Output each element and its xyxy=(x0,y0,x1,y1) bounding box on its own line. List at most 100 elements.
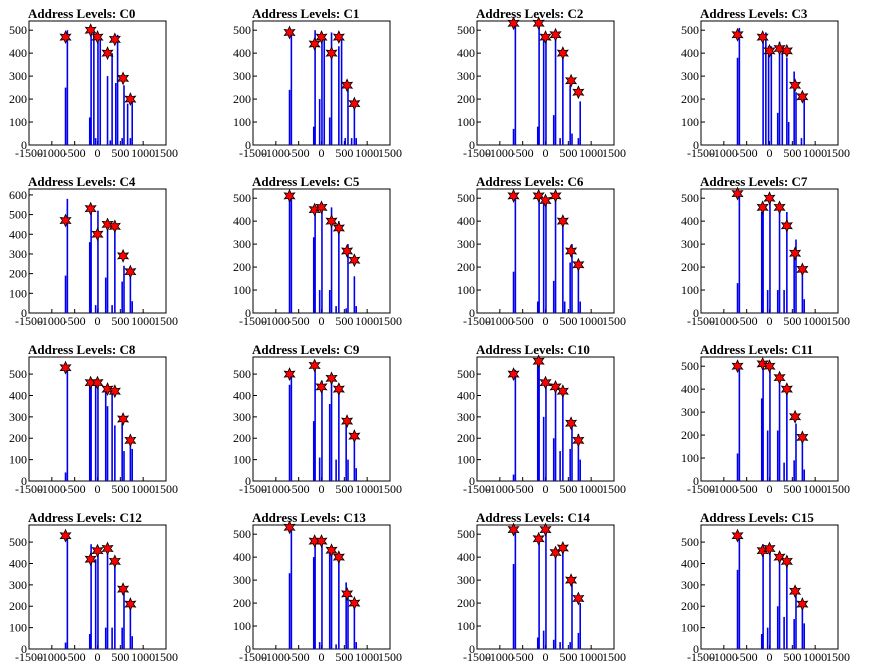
chart-title: Address Levels: C6 xyxy=(476,174,584,189)
peak-marker xyxy=(341,586,354,601)
peak-marker xyxy=(556,46,569,61)
y-tick-label: 100 xyxy=(233,453,251,467)
y-tick-label: 200 xyxy=(457,431,475,445)
chart-title: Address Levels: C12 xyxy=(28,510,142,525)
peak-marker xyxy=(539,375,552,390)
x-tick-label: 1000 xyxy=(355,146,379,160)
peak-marker xyxy=(556,384,569,399)
x-tick-label: -500 xyxy=(64,650,86,664)
chart-title: Address Levels: C7 xyxy=(700,174,808,189)
y-tick-label: 300 xyxy=(233,410,251,424)
x-tick-label: 1000 xyxy=(579,314,603,328)
peak-marker xyxy=(117,71,130,86)
peak-marker xyxy=(84,201,97,216)
x-tick-label: 0 xyxy=(319,314,325,328)
y-tick-label: 200 xyxy=(233,260,251,274)
peak-marker xyxy=(117,248,130,263)
peak-marker xyxy=(556,540,569,555)
x-tick-label: -500 xyxy=(512,650,534,664)
peak-marker xyxy=(789,584,802,599)
peak-marker xyxy=(332,30,345,45)
chart-title: Address Levels: C11 xyxy=(700,342,813,357)
peak-marker xyxy=(332,382,345,397)
x-tick-label: 1500 xyxy=(602,146,626,160)
chart-panel: Address Levels: C4 0 100 200 300 400 500 600 -15… xyxy=(9,174,178,328)
chart-title: Address Levels: C3 xyxy=(700,6,808,21)
x-tick-label: 500 xyxy=(111,650,129,664)
x-tick-label: 1500 xyxy=(826,482,850,496)
y-tick-label: 400 xyxy=(681,382,699,396)
y-tick-label: 200 xyxy=(681,92,699,106)
peak-marker xyxy=(341,244,354,258)
y-tick-label: 100 xyxy=(681,115,699,129)
chart-panel: Address Levels: C15 0 100 200 300 400 500 -1500… xyxy=(681,510,850,664)
y-tick-label: 0 xyxy=(469,642,475,656)
y-tick-label: 400 xyxy=(457,214,475,228)
y-tick-label: 200 xyxy=(9,92,27,106)
peak-marker xyxy=(332,221,345,236)
y-tick-label: 500 xyxy=(9,23,27,37)
peak-marker xyxy=(84,552,97,567)
peak-marker xyxy=(731,27,744,42)
peak-marker xyxy=(283,367,296,382)
x-tick-label: -1000 xyxy=(262,146,290,160)
x-tick-label: 1500 xyxy=(154,482,178,496)
chart-title: Address Levels: C2 xyxy=(476,6,583,21)
x-tick-label: -1000 xyxy=(262,314,290,328)
peak-marker xyxy=(731,186,744,201)
peak-marker xyxy=(101,46,114,61)
x-tick-label: 0 xyxy=(767,482,773,496)
y-tick-label: 0 xyxy=(693,642,699,656)
x-tick-label: 1500 xyxy=(378,650,402,664)
peak-marker xyxy=(756,30,769,45)
x-tick-label: -500 xyxy=(288,314,310,328)
peak-marker xyxy=(91,30,104,45)
peak-marker xyxy=(283,25,296,40)
y-tick-label: 100 xyxy=(681,283,699,297)
peak-marker xyxy=(565,244,578,258)
y-tick-label: 300 xyxy=(9,410,27,424)
peak-marker xyxy=(565,573,578,588)
y-tick-label: 300 xyxy=(457,573,475,587)
peak-marker xyxy=(773,41,786,56)
peak-marker xyxy=(572,591,585,606)
x-tick-label: -1500 xyxy=(463,482,491,496)
x-tick-label: 500 xyxy=(335,650,353,664)
y-tick-label: 0 xyxy=(21,474,27,488)
x-tick-label: 1000 xyxy=(803,482,827,496)
peak-marker xyxy=(59,528,72,543)
peak-marker xyxy=(325,214,338,229)
x-tick-label: 1000 xyxy=(131,650,155,664)
y-tick-label: 100 xyxy=(457,283,475,297)
x-tick-label: 0 xyxy=(767,314,773,328)
peak-marker xyxy=(59,360,72,375)
x-tick-label: -1500 xyxy=(463,650,491,664)
x-tick-label: -1500 xyxy=(687,650,715,664)
x-tick-label: 1500 xyxy=(154,314,178,328)
x-tick-label: 1500 xyxy=(378,146,402,160)
y-tick-label: 300 xyxy=(681,578,699,592)
y-tick-label: 300 xyxy=(233,573,251,587)
y-tick-label: 500 xyxy=(681,23,699,37)
x-tick-label: 500 xyxy=(335,146,353,160)
y-tick-label: 200 xyxy=(233,596,251,610)
x-tick-label: 1000 xyxy=(803,314,827,328)
y-tick-label: 0 xyxy=(693,138,699,152)
peak-marker xyxy=(556,214,569,229)
x-tick-label: 1000 xyxy=(355,482,379,496)
chart-title: Address Levels: C10 xyxy=(476,342,590,357)
y-tick-label: 500 xyxy=(681,359,699,373)
peak-marker xyxy=(91,375,104,390)
peak-marker xyxy=(59,213,72,228)
x-tick-label: -1000 xyxy=(710,146,738,160)
x-tick-label: 1500 xyxy=(826,650,850,664)
y-tick-label: 500 xyxy=(9,367,27,381)
y-tick-label: 500 xyxy=(457,367,475,381)
y-tick-label: 300 xyxy=(457,237,475,251)
y-tick-label: 200 xyxy=(681,260,699,274)
y-tick-label: 300 xyxy=(681,237,699,251)
peak-marker xyxy=(780,43,793,58)
peak-marker xyxy=(341,414,354,429)
x-tick-label: 0 xyxy=(95,146,101,160)
y-tick-label: 600 xyxy=(9,188,27,202)
